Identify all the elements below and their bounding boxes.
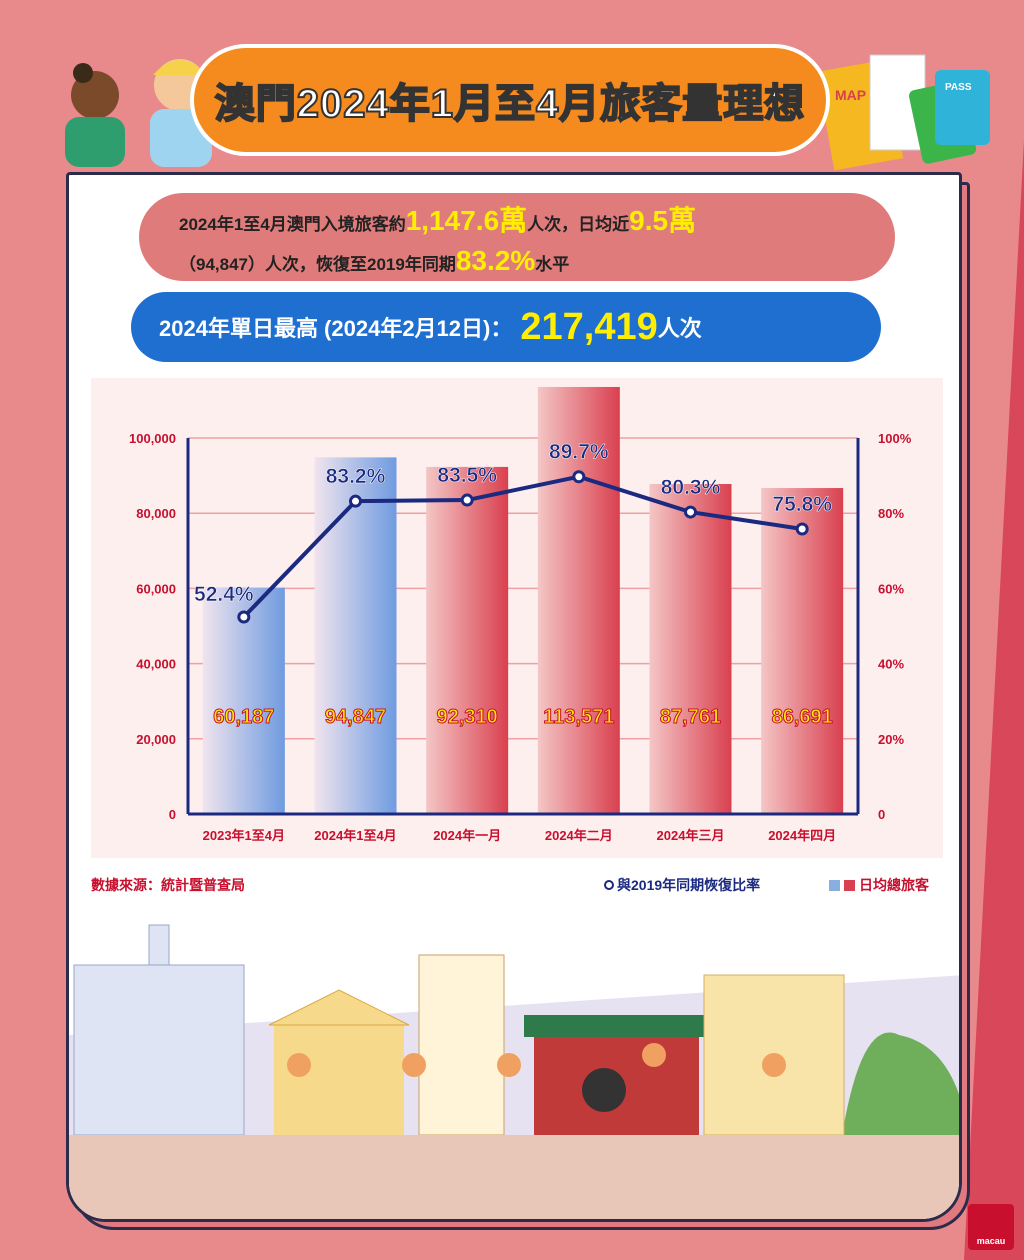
peak-pill: 2024年單日最高 (2024年2月12日)： 217,419 人次 (131, 292, 881, 362)
bar-value-label: 86,691 (772, 706, 833, 728)
circle-marker-icon (604, 880, 614, 890)
bar-value-label: 87,761 (660, 706, 721, 728)
y-left-tick: 20,000 (136, 732, 176, 747)
tourist-characters-illustration (65, 59, 212, 167)
summary-text: 人次，日均近 (527, 215, 630, 234)
peak-value: 217,419 (520, 305, 658, 348)
legend-bar-label: 日均總旅客 (859, 877, 929, 893)
legend-bar: 日均總旅客 (829, 875, 929, 895)
summary-total: 1,147.6萬 (405, 205, 528, 236)
bar-value-label: 113,571 (543, 706, 614, 728)
summary-recovery: 83.2% (455, 245, 536, 276)
y-right-tick: 40% (878, 657, 904, 672)
y-right-tick: 100% (878, 431, 912, 446)
line-value-label: 83.5% (437, 464, 497, 487)
bar-value-label: 92,310 (437, 706, 498, 728)
bar (761, 488, 844, 814)
peak-unit: 人次 (657, 316, 702, 341)
line-value-label: 89.7% (549, 441, 609, 464)
peak-label: 2024年單日最高 (2024年2月12日)： (159, 316, 513, 341)
line-point (795, 522, 809, 536)
svg-text:MAP: MAP (835, 87, 866, 103)
line-point (237, 610, 251, 624)
summary-text: 水平 (535, 255, 570, 274)
chart-area: 0 0 20,000 20% 40,000 40% 60,000 60% 80,000 80% 10… (91, 378, 943, 858)
passport-map-illustration: MAP PASS (816, 54, 990, 170)
x-tick-label: 2024年三月 (657, 828, 725, 843)
combo-chart: 0 0 20,000 20% 40,000 40% 60,000 60% 80,000 80% 10… (129, 386, 912, 843)
bar (649, 484, 732, 814)
x-tick-label: 2024年四月 (768, 828, 836, 843)
line-value-label: 83.2% (326, 465, 386, 488)
recovery-line (242, 474, 803, 619)
macau-logo: macau (968, 1204, 1014, 1250)
y-right-tick: 20% (878, 732, 904, 747)
line-value-label: 52.4% (194, 583, 254, 606)
x-tick-label: 2024年二月 (545, 828, 613, 843)
x-tick-label: 2024年1至4月 (314, 828, 396, 843)
line-value-label: 80.3% (661, 476, 721, 499)
red-square-icon (844, 880, 855, 891)
bar (202, 587, 285, 814)
summary-text: （94,847）人次，恢復至2019年同期 (179, 255, 456, 274)
legend-line: 與2019年同期恢復比率 (604, 875, 760, 895)
macau-landmarks-illustration (69, 924, 959, 1219)
line-point (572, 470, 586, 484)
title-banner: 澳門2024年1月至4月旅客量理想 (190, 44, 830, 156)
background-stripe (964, 140, 1024, 1260)
y-left-tick: 40,000 (136, 657, 176, 672)
blue-square-icon (829, 880, 840, 891)
y-left-tick: 0 (169, 807, 176, 822)
y-left-tick: 60,000 (136, 581, 176, 596)
y-right-tick: 60% (878, 581, 904, 596)
y-right-tick: 0 (878, 807, 885, 822)
svg-text:PASS: PASS (945, 82, 972, 93)
data-source: 數據來源：統計暨普查局 (91, 877, 245, 893)
main-card: 2024年1至4月澳門入境旅客約1,147.6萬人次，日均近9.5萬 （94,8… (66, 172, 962, 1222)
bar-value-label: 94,847 (325, 706, 386, 728)
line-point (349, 494, 362, 508)
page-title: 澳門2024年1月至4月旅客量理想 (214, 81, 806, 127)
summary-pill: 2024年1至4月澳門入境旅客約1,147.6萬人次，日均近9.5萬 （94,8… (139, 193, 895, 281)
summary-text: 2024年1至4月澳門入境旅客約 (179, 215, 406, 234)
x-tick-label: 2024年一月 (433, 828, 501, 843)
bar (314, 457, 397, 814)
y-right-tick: 80% (878, 506, 904, 521)
bar (426, 466, 509, 814)
bar (537, 386, 620, 814)
line-value-label: 75.8% (772, 493, 832, 516)
legend-line-label: 與2019年同期恢復比率 (617, 877, 761, 893)
bar-value-label: 60,187 (213, 706, 274, 728)
y-left-tick: 100,000 (129, 431, 176, 446)
line-point (460, 493, 474, 507)
summary-daily: 9.5萬 (629, 205, 697, 236)
y-left-tick: 80,000 (136, 506, 176, 521)
x-tick-label: 2023年1至4月 (203, 828, 285, 843)
line-point (684, 505, 697, 519)
